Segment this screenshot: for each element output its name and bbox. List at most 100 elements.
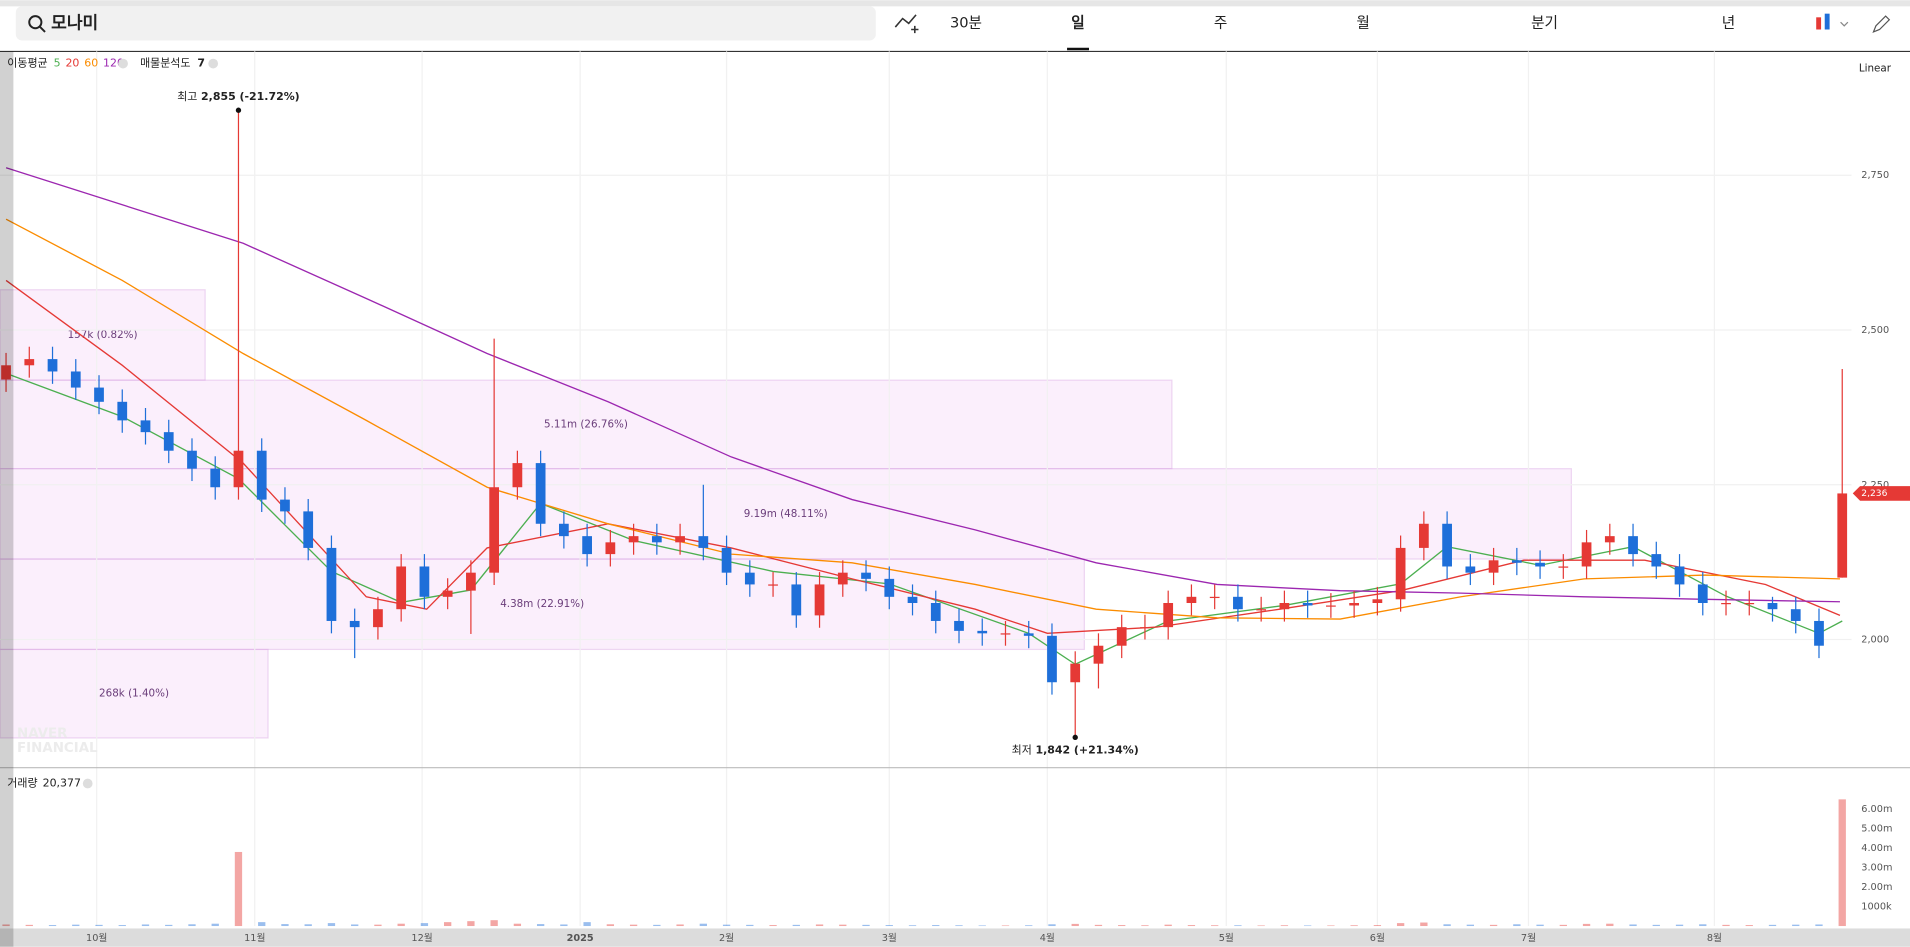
volume-bar [769, 925, 777, 927]
interval-tab[interactable]: 분기 [1531, 14, 1558, 31]
search-box[interactable] [15, 6, 876, 41]
volume-bar [1513, 924, 1521, 927]
candle-body [1442, 523, 1452, 567]
volume-tick-label: 3.00m [1861, 863, 1892, 874]
candle-body [1302, 603, 1313, 606]
volume-bar [1629, 924, 1637, 927]
volume-bar [1815, 924, 1823, 927]
x-tick-label: 2월 [719, 932, 734, 944]
candle-body [1070, 663, 1081, 683]
volume-bar [1048, 924, 1056, 927]
volume-bar [792, 924, 800, 927]
candle-body [1233, 596, 1243, 610]
volume-bar [1559, 924, 1567, 927]
extreme-label: 최저 1,842 (+21.34%) [1012, 744, 1139, 757]
extreme-value: 1,842 (+21.34%) [1035, 744, 1138, 757]
candle-body [1000, 633, 1011, 635]
volume-bar [1164, 924, 1172, 927]
candle-body [884, 578, 895, 597]
volume-title: 거래량 [7, 777, 37, 790]
x-tick-label: 11월 [244, 932, 265, 944]
x-axis-strip [0, 928, 1910, 947]
volume-bar [885, 925, 893, 927]
volume-bar [1187, 925, 1196, 927]
candle-body [326, 547, 337, 621]
candle-body [1047, 635, 1057, 683]
volume-bar [583, 922, 591, 927]
extreme-title: 최고 [177, 90, 197, 103]
volume-profile-label: 268k (1.40%) [99, 688, 169, 700]
volume-bar [281, 924, 289, 927]
candle-body [814, 584, 825, 616]
moving-average-line [5, 218, 1840, 620]
interval-tab[interactable]: 주 [1214, 14, 1227, 31]
candle-body [1372, 599, 1383, 604]
legend-entry: 120 [103, 57, 124, 70]
volume-bar [1722, 924, 1730, 927]
volume-bar [978, 925, 986, 927]
extreme-title: 최저 [1012, 744, 1032, 757]
x-tick-label: 3월 [882, 932, 897, 944]
left-shade [0, 51, 14, 947]
candle-body [1604, 536, 1615, 543]
x-tick-label: 7월 [1521, 932, 1536, 944]
y-tick-label: 2,500 [1861, 325, 1889, 336]
volume-bar [1094, 924, 1103, 927]
volume-bar [699, 923, 707, 927]
candle-body [1023, 633, 1034, 636]
candle-body [1814, 620, 1824, 646]
remove-indicator[interactable] [208, 58, 219, 69]
volume-bar [118, 925, 126, 927]
interval-tab[interactable]: 년 [1722, 14, 1735, 31]
candle-body [1767, 603, 1778, 610]
volume-bar [1257, 925, 1265, 927]
y-tick-label: 2,000 [1861, 635, 1889, 646]
chart-type-icon[interactable] [1816, 17, 1822, 30]
candle-body [1395, 547, 1406, 600]
search-icon[interactable] [28, 15, 43, 30]
candle-body [1186, 596, 1197, 604]
volume-bar [862, 924, 870, 927]
volume-bar [1234, 925, 1242, 927]
x-tick-label: 4월 [1040, 932, 1055, 944]
volume-bar [839, 924, 847, 927]
scale-mode[interactable]: Linear [1859, 62, 1892, 74]
remove-indicator[interactable] [118, 58, 128, 69]
volume-bar [536, 924, 545, 927]
volume-tick-label: 4.00m [1861, 843, 1892, 854]
edit-icon[interactable] [1872, 15, 1891, 34]
search-text[interactable]: 모나미 [51, 13, 98, 33]
candle-body [628, 536, 639, 543]
volume-tick-label: 5.00m [1861, 824, 1892, 835]
candle-body [140, 420, 151, 433]
volume-bar [722, 924, 731, 927]
interval-tab[interactable]: 일 [1071, 14, 1084, 31]
profile-period: 7 [197, 57, 205, 70]
volume-profile-band [0, 289, 206, 381]
candle-body [1511, 560, 1522, 563]
drawing-tool-icon[interactable] [894, 14, 919, 34]
extreme-marker [1072, 734, 1078, 741]
volume-bar [1838, 799, 1846, 927]
volume-profile-band [0, 558, 1085, 651]
candle-body [256, 450, 267, 500]
volume-bar [560, 924, 568, 927]
candle-body [1837, 493, 1848, 578]
volume-bar [1606, 923, 1614, 927]
remove-indicator[interactable] [82, 778, 93, 789]
candle-body [1326, 605, 1336, 607]
candle-body [210, 468, 221, 488]
candle-body [768, 584, 778, 586]
ma-title: 이동평균 [7, 57, 47, 70]
candle-body [1418, 523, 1429, 548]
volume-bar [95, 924, 103, 927]
candle-body [280, 499, 290, 512]
volume-bar [1303, 925, 1312, 927]
candle-body [1116, 627, 1127, 646]
candle-body [651, 536, 662, 543]
chart-type-icon[interactable] [1824, 13, 1830, 30]
interval-tab[interactable]: 30분 [950, 14, 982, 31]
interval-tab[interactable]: 월 [1356, 14, 1369, 31]
top-strip [0, 0, 1910, 7]
